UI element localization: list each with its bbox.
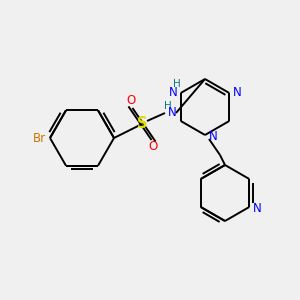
- Text: Br: Br: [33, 131, 46, 145]
- Text: N: N: [208, 130, 217, 142]
- Text: H: H: [164, 101, 172, 111]
- Text: O: O: [126, 94, 136, 107]
- Text: O: O: [148, 140, 158, 154]
- Text: S: S: [137, 116, 147, 131]
- Text: N: N: [168, 106, 176, 119]
- Text: N: N: [168, 85, 177, 98]
- Text: H: H: [173, 79, 181, 89]
- Text: N: N: [253, 202, 262, 214]
- Text: N: N: [233, 85, 242, 98]
